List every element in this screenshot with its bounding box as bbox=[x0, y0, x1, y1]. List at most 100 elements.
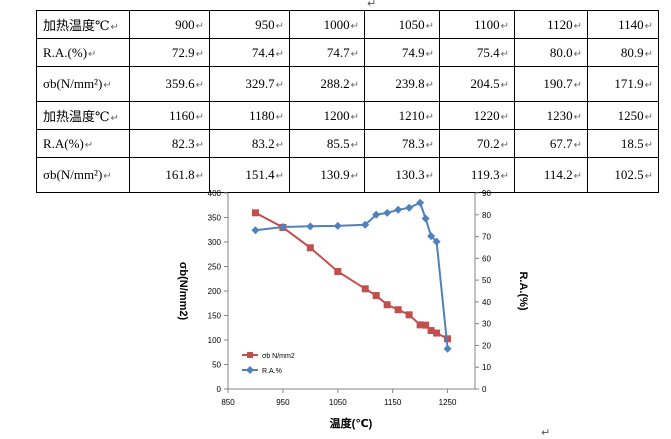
row-label-text: R.A(%) bbox=[43, 135, 84, 151]
cell-paragraph-mark: ↵ bbox=[500, 171, 509, 182]
x-tick-label: 1150 bbox=[384, 398, 402, 407]
y-right-tick-label: 90 bbox=[482, 189, 491, 198]
cell-value: 72.9 bbox=[171, 44, 195, 60]
table-cell: 1120↵ bbox=[514, 10, 588, 39]
cell-paragraph-mark: ↵ bbox=[195, 139, 204, 151]
table-row: 加热温度℃↵ 1160↵ 1180↵ 1200↵ 1210↵ 1220↵ 1230↵ 1250… bbox=[36, 101, 659, 130]
series-line-sigma-b bbox=[254, 211, 449, 340]
cell-paragraph-mark: ↵ bbox=[195, 171, 204, 182]
cell-value: 950 bbox=[255, 16, 275, 32]
cell-paragraph-mark: ↵ bbox=[195, 80, 204, 91]
cell-value: 1000 bbox=[323, 16, 350, 32]
cell-paragraph-mark: ↵ bbox=[275, 80, 284, 91]
cell-value: 1050 bbox=[398, 16, 425, 32]
cell-value: 204.5 bbox=[470, 76, 500, 91]
cell-paragraph-mark: ↵ bbox=[644, 48, 653, 60]
paragraph-mark-bottom: ↵ bbox=[541, 426, 551, 439]
table-cell: 114.2↵ bbox=[514, 157, 588, 193]
sigma-b-point bbox=[372, 292, 380, 300]
cell-paragraph-mark: ↵ bbox=[88, 48, 97, 60]
cell-value: 1230 bbox=[546, 107, 573, 123]
cell-paragraph-mark: ↵ bbox=[350, 20, 359, 32]
y-left-tick-label: 200 bbox=[208, 287, 222, 296]
cell-value: 80.9 bbox=[620, 44, 644, 60]
table-cell: 1200↵ bbox=[289, 101, 365, 130]
cell-paragraph-mark: ↵ bbox=[644, 171, 653, 182]
table-cell: 80.9↵ bbox=[587, 38, 659, 67]
y-left-tick-label: 150 bbox=[208, 312, 222, 321]
sigma-b-point bbox=[251, 209, 259, 217]
sigma-b-point bbox=[306, 244, 314, 252]
table-cell: 18.5↵ bbox=[587, 129, 659, 158]
ra-point bbox=[432, 237, 441, 246]
cell-paragraph-mark: ↵ bbox=[103, 80, 112, 91]
table-cell: 1000↵ bbox=[289, 10, 365, 39]
legend-marker-square bbox=[247, 352, 253, 358]
sigma-b-point bbox=[394, 306, 402, 314]
table-cell: 80.0↵ bbox=[514, 38, 588, 67]
cell-paragraph-mark: ↵ bbox=[500, 48, 509, 60]
table-cell: 151.4↵ bbox=[209, 157, 290, 193]
cell-paragraph-mark: ↵ bbox=[350, 111, 359, 123]
cell-value: 80.0 bbox=[549, 44, 573, 60]
cell-value: 1250 bbox=[617, 107, 644, 123]
table-cell: 950↵ bbox=[209, 10, 290, 39]
row-label: σb(N/mm²)↵ bbox=[36, 157, 130, 193]
cell-paragraph-mark: ↵ bbox=[425, 20, 434, 32]
y-right-tick-label: 40 bbox=[482, 298, 491, 307]
ra-point bbox=[405, 203, 414, 212]
cell-value: 70.2 bbox=[476, 135, 500, 151]
sigma-b-point bbox=[405, 311, 413, 319]
cell-value: 1180 bbox=[249, 107, 275, 123]
y-right-axis-title: R.A.(%) bbox=[517, 271, 529, 310]
sigma-b-point bbox=[433, 329, 441, 337]
y-left-tick-label: 350 bbox=[208, 214, 222, 223]
y-right-tick-label: 50 bbox=[482, 276, 491, 285]
ra-point bbox=[443, 344, 452, 353]
cell-value: 82.3 bbox=[171, 135, 195, 151]
cell-paragraph-mark: ↵ bbox=[103, 171, 112, 182]
ra-point bbox=[251, 226, 260, 235]
legend-marker-diamond bbox=[246, 366, 254, 374]
row-label: 加热温度℃↵ bbox=[36, 10, 130, 39]
row-label-text: 加热温度℃ bbox=[43, 109, 110, 124]
row-label: R.A(%)↵ bbox=[36, 129, 130, 158]
cell-value: 900 bbox=[175, 16, 195, 32]
cell-paragraph-mark: ↵ bbox=[195, 48, 204, 60]
sigma-b-point bbox=[416, 321, 424, 329]
cell-paragraph-mark: ↵ bbox=[500, 20, 509, 32]
table-cell: 1050↵ bbox=[364, 10, 440, 39]
cell-value: 85.5 bbox=[326, 135, 350, 151]
cell-paragraph-mark: ↵ bbox=[350, 48, 359, 60]
cell-paragraph-mark: ↵ bbox=[644, 139, 653, 151]
table-row: R.A.(%)↵ 72.9↵ 74.4↵ 74.7↵ 74.9↵ 75.4↵ 80.0↵ 80… bbox=[36, 38, 659, 67]
cell-value: 359.6 bbox=[165, 76, 195, 91]
cell-value: 1200 bbox=[323, 107, 350, 123]
cell-value: 1210 bbox=[398, 107, 425, 123]
table-cell: 72.9↵ bbox=[129, 38, 210, 67]
temperature-chart: 0 50 100 150 200 250 300 350 400 0 10 20 30 40 50 60 70 8… bbox=[177, 189, 529, 430]
cell-paragraph-mark: ↵ bbox=[500, 139, 509, 151]
cell-value: 74.4 bbox=[251, 44, 275, 60]
cell-paragraph-mark: ↵ bbox=[425, 48, 434, 60]
x-tick-label: 1250 bbox=[439, 398, 457, 407]
cell-value: 114.2 bbox=[543, 167, 573, 182]
y-right-tick-label: 0 bbox=[482, 385, 487, 394]
table-cell: 1100↵ bbox=[439, 10, 515, 39]
cell-paragraph-mark: ↵ bbox=[425, 111, 434, 123]
table-cell: 74.7↵ bbox=[289, 38, 365, 67]
ra-point bbox=[333, 221, 342, 230]
cell-paragraph-mark: ↵ bbox=[275, 171, 284, 182]
sigma-b-point bbox=[334, 267, 342, 275]
y-right-tick-label: 60 bbox=[482, 254, 491, 263]
table-cell: 239.8↵ bbox=[364, 66, 440, 102]
cell-paragraph-mark: ↵ bbox=[573, 139, 582, 151]
row-label-text: R.A.(%) bbox=[43, 44, 88, 60]
ra-point bbox=[394, 205, 403, 214]
cell-paragraph-mark: ↵ bbox=[425, 80, 434, 91]
cell-value: 75.4 bbox=[476, 44, 500, 60]
y-right-tick-label: 20 bbox=[482, 341, 491, 350]
cell-value: 171.9 bbox=[614, 76, 644, 91]
table-cell: 67.7↵ bbox=[514, 129, 588, 158]
table-cell: 1140↵ bbox=[587, 10, 659, 39]
